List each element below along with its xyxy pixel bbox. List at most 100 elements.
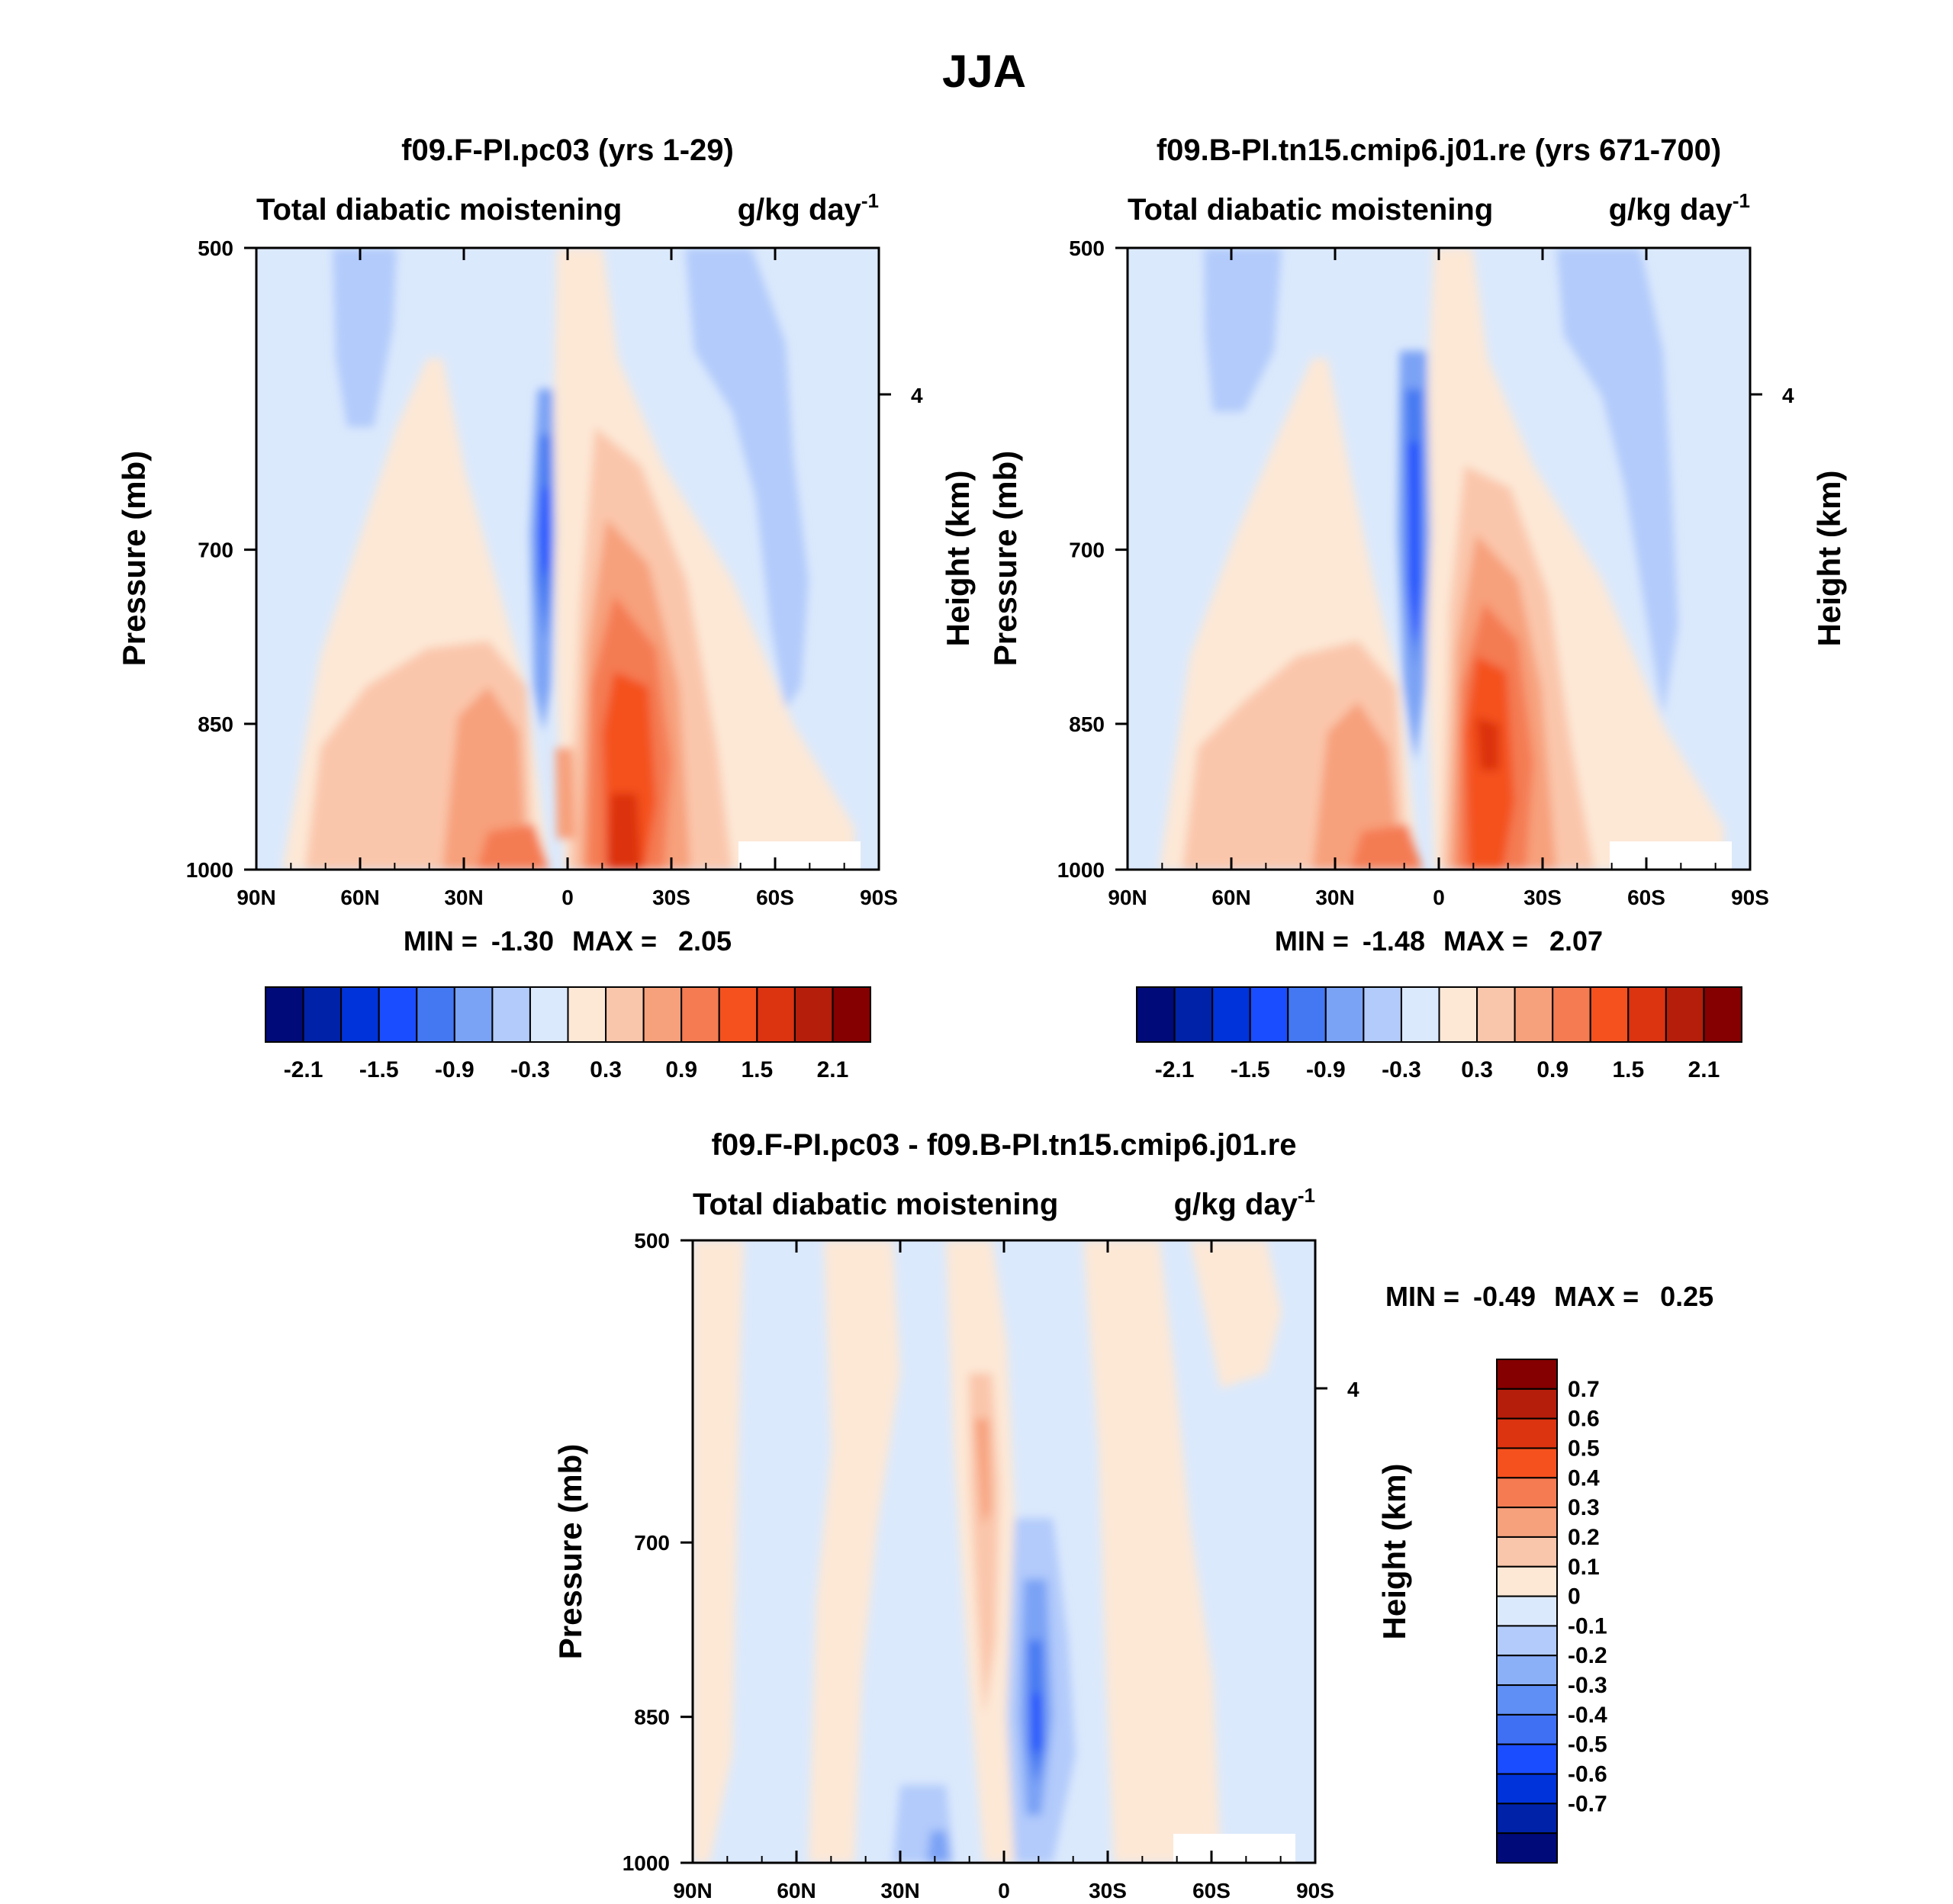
positive-band-1 [693, 1240, 744, 1863]
colorbar-box [605, 986, 645, 1043]
x-tick-label: 90N [673, 1879, 712, 1902]
colorbar-box [416, 986, 455, 1043]
colorbar-label: 0.6 [1568, 1407, 1600, 1432]
negative-region-sh [1556, 248, 1678, 717]
colorbar-box [1703, 986, 1742, 1043]
max-label: MAX = [572, 925, 657, 957]
colorbar-label: -1.5 [359, 1057, 399, 1082]
units-text: g/kg day [738, 193, 862, 227]
x-tick-label: 60N [340, 886, 379, 909]
colorbar-box [1627, 986, 1667, 1043]
colorbar-box [642, 986, 683, 1043]
colorbar-box [1514, 986, 1554, 1043]
colorbar-box [1496, 1565, 1558, 1597]
colorbar-box [1496, 1803, 1558, 1835]
colorbar-label: 0.7 [1568, 1377, 1600, 1402]
positive-nh-lower-2 [442, 687, 526, 870]
y-axis: 500 700 850 1000 [623, 1229, 693, 1875]
colorbar-label: -0.3 [1382, 1057, 1421, 1082]
panel-test: f09.B-PI.tn15.cmip6.j01.re (yrs 671-700)… [987, 133, 1847, 1082]
colorbar-label: 0.2 [1568, 1525, 1600, 1550]
colorbar-box [1400, 986, 1440, 1043]
colorbar-box [1496, 1625, 1558, 1657]
y-tick-label: 500 [1069, 236, 1105, 260]
x-tick-label: 0 [1433, 886, 1445, 909]
colorbar: -2.1 -1.5 -0.9 -0.3 0.3 0.9 1.5 2.1 [265, 986, 871, 1082]
min-max-label: MIN = -1.48 MAX = 2.07 [1275, 925, 1603, 957]
positive-itcz [477, 824, 549, 870]
max-value: 2.05 [678, 925, 732, 957]
colorbar-box [1552, 986, 1591, 1043]
colorbar-box [1249, 986, 1289, 1043]
colorbar-label: -0.5 [1568, 1732, 1607, 1758]
colorbar-box [1665, 986, 1705, 1043]
colorbar-box [491, 986, 531, 1043]
colorbar-box [1438, 986, 1478, 1043]
x-axis: 90N 60N 30N 0 30S 60S 90S [1108, 248, 1769, 909]
units-label: g/kg day-1 [738, 189, 879, 227]
right-tick-label: 4 [1347, 1378, 1359, 1401]
x-tick-label: 60N [777, 1879, 816, 1902]
y-axis: 500 700 850 1000 [186, 236, 256, 882]
x-tick-label: 30S [1523, 886, 1562, 909]
colorbar: 0.7 0.6 0.5 0.4 0.3 0.2 0.1 0 -0.1 -0.2 -0.3 -0.4 -0… [1496, 1359, 1607, 1864]
negative-region-sh [685, 248, 809, 709]
colorbar-box [340, 986, 380, 1043]
colorbar-label: -0.7 [1568, 1791, 1607, 1816]
max-value: 2.07 [1549, 925, 1603, 957]
colorbar-label: -2.1 [284, 1057, 323, 1082]
colorbar-box [529, 986, 569, 1043]
colorbar-label: 0.3 [1461, 1057, 1493, 1082]
min-max-label: MIN = -1.30 MAX = 2.05 [404, 925, 732, 957]
panel-difference: f09.F-PI.pc03 - f09.B-PI.tn15.cmip6.j01.… [552, 1128, 1713, 1902]
panel-title: f09.F-PI.pc03 - f09.B-PI.tn15.cmip6.j01.… [712, 1128, 1297, 1162]
x-tick-label: 60S [1627, 886, 1665, 909]
max-value: 0.25 [1660, 1281, 1713, 1312]
colorbar-box [1496, 1359, 1558, 1390]
colorbar-label: 0.5 [1568, 1436, 1600, 1461]
units-text: g/kg day [1609, 193, 1733, 227]
missing-data-block [1610, 841, 1732, 870]
units-label: g/kg day-1 [1609, 189, 1750, 227]
x-tick-label: 90S [1296, 1879, 1334, 1902]
colorbar-box [1363, 986, 1402, 1043]
y-axis: 500 700 850 1000 [1057, 236, 1128, 882]
negative-core-4 [1031, 1693, 1041, 1754]
positive-core-eq [969, 1373, 999, 1716]
colorbar-label: 0.9 [1536, 1057, 1569, 1082]
min-value: -0.49 [1473, 1281, 1536, 1312]
colorbar-box [567, 986, 607, 1043]
positive-core-eq-2 [975, 1419, 990, 1526]
y-tick-label: 850 [1069, 712, 1105, 736]
colorbar: -2.1 -1.5 -0.9 -0.3 0.3 0.9 1.5 2.1 [1136, 986, 1742, 1082]
colorbar-label: 0.3 [590, 1057, 622, 1082]
min-max-label: MIN = -0.49 MAX = 0.25 [1385, 1281, 1713, 1312]
colorbar-box [265, 986, 304, 1043]
x-axis: 90N 60N 30N 0 30S 60S 90S [236, 248, 898, 909]
panel-title: f09.F-PI.pc03 (yrs 1-29) [401, 133, 734, 167]
colorbar-box [793, 986, 834, 1043]
max-label: MAX = [1554, 1281, 1639, 1312]
colorbar-box [1496, 1477, 1558, 1509]
colorbar-label: 1.5 [1612, 1057, 1644, 1082]
positive-peak-sh [606, 793, 641, 870]
colorbar-box [1496, 1684, 1558, 1716]
variable-label: Total diabatic moistening [1128, 193, 1493, 227]
colorbar-box [1496, 1447, 1558, 1479]
colorbar-label: -0.4 [1568, 1703, 1607, 1728]
negative-lower-2 [927, 1831, 950, 1863]
x-tick-label: 90S [1731, 886, 1769, 909]
colorbar-box [1589, 986, 1630, 1043]
negative-region-nh [1204, 248, 1282, 412]
positive-eq-strip [555, 748, 576, 839]
y-axis-title: Pressure (mb) [116, 451, 152, 666]
colorbar-label: 0.9 [665, 1057, 697, 1082]
colorbar-box [302, 986, 343, 1043]
colorbar-label: -0.3 [510, 1057, 550, 1082]
y-tick-label: 1000 [186, 858, 233, 882]
colorbar-box [1496, 1595, 1558, 1627]
colorbar-label: 2.1 [1688, 1057, 1720, 1082]
colorbar-label: -0.9 [435, 1057, 475, 1082]
max-label: MAX = [1443, 925, 1528, 957]
positive-band-5 [1190, 1240, 1282, 1388]
